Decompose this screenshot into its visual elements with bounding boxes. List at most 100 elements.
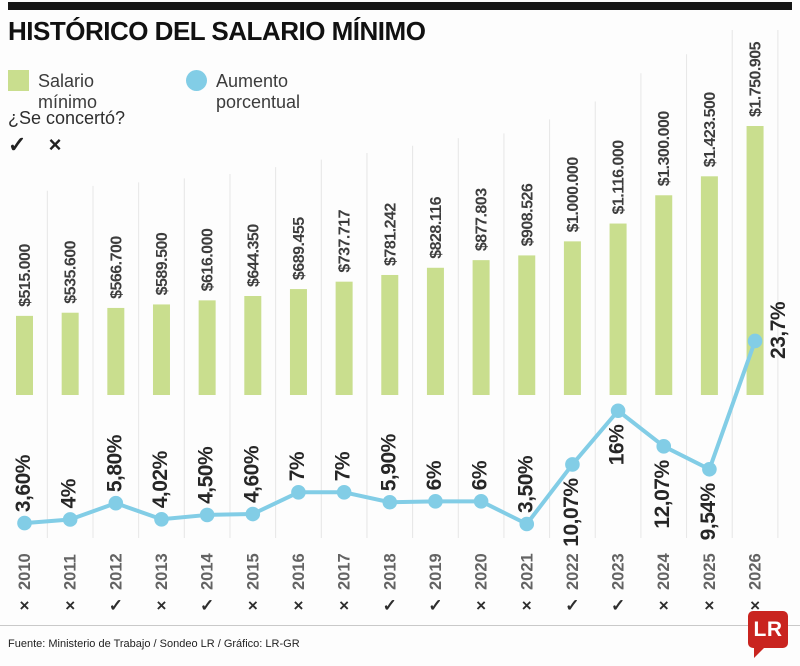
line-point-2026 [747, 333, 763, 349]
line-point-2020 [473, 494, 489, 509]
pct-label-2023: 16% [606, 424, 629, 465]
year-label-2021: 2021 [518, 553, 536, 590]
line-point-2018 [382, 494, 398, 510]
agreed-cross-icon-2021: × [522, 596, 532, 615]
year-label-2022: 2022 [564, 553, 582, 590]
year-label-2023: 2023 [610, 553, 628, 590]
line-point-2013 [154, 511, 169, 527]
pct-label-2021: 3,50% [514, 455, 537, 513]
lr-logo: LR [748, 611, 788, 658]
bar-2011 [61, 312, 79, 395]
pct-label-2011: 4% [58, 478, 81, 508]
year-label-2015: 2015 [244, 553, 262, 590]
pct-label-2020: 6% [469, 460, 492, 490]
bar-value-label-2017: $737.717 [337, 209, 354, 272]
cross-icon: × [48, 132, 62, 157]
year-label-2016: 2016 [290, 553, 308, 590]
agreed-check-icon-2019: ✓ [428, 596, 442, 615]
line-point-2015 [245, 506, 261, 522]
year-label-2024: 2024 [655, 552, 673, 590]
agreed-cross-icon-2015: × [248, 596, 258, 615]
pct-label-2012: 5,80% [103, 434, 126, 492]
bar-value-label-2021: $908.526 [519, 183, 536, 246]
bar-2013 [152, 304, 170, 395]
year-label-2013: 2013 [153, 553, 171, 590]
page-title: HISTÓRICO DEL SALARIO MÍNIMO [8, 16, 426, 46]
pct-label-2026: 23,7% [767, 301, 790, 359]
year-label-2020: 2020 [473, 553, 491, 590]
agreed-cross-icon-2010: × [20, 596, 30, 615]
year-label-2017: 2017 [336, 553, 354, 590]
line-point-2017 [336, 484, 352, 500]
year-label-2025: 2025 [701, 553, 719, 590]
agreed-check-icon-2022: ✓ [565, 596, 579, 615]
bar-2015 [244, 296, 262, 395]
year-label-2026: 2026 [747, 553, 765, 590]
line-point-2024 [656, 439, 672, 454]
pct-label-2016: 7% [286, 451, 309, 481]
bar-value-label-2015: $644.350 [245, 224, 262, 287]
bar-legend-swatch [8, 70, 29, 91]
bar-value-label-2026: $1.750.905 [748, 41, 765, 117]
agreed-check-icon-2012: ✓ [109, 596, 123, 615]
year-label-2011: 2011 [62, 554, 80, 590]
bar-2022 [563, 241, 581, 395]
check-icon: ✓ [8, 132, 27, 157]
line-point-2025 [702, 461, 717, 477]
year-label-2012: 2012 [107, 553, 125, 590]
bar-2020 [472, 260, 490, 395]
concerted-question: ¿Se concertó? [8, 108, 126, 128]
agreed-check-icon-2014: ✓ [200, 596, 214, 615]
source-credit: Fuente: Ministerio de Trabajo / Sondeo L… [8, 638, 300, 650]
bar-2023 [609, 223, 627, 395]
bar-2025 [700, 176, 718, 395]
pct-label-2017: 7% [332, 451, 355, 481]
bar-value-label-2014: $616.000 [200, 228, 217, 291]
agreed-check-icon-2018: ✓ [383, 596, 397, 615]
line-point-2023 [610, 403, 626, 419]
footer-divider [0, 625, 800, 626]
agreed-cross-icon-2017: × [339, 596, 349, 615]
line-point-2011 [62, 512, 78, 527]
pct-label-2010: 3,60% [12, 454, 35, 512]
line-point-2021 [519, 516, 535, 532]
agreed-cross-icon-2011: × [65, 596, 75, 615]
pct-label-2013: 4,02% [149, 450, 172, 508]
pct-label-2025: 9,54% [697, 482, 720, 540]
bar-legend-label: Salario mínimo [38, 71, 98, 112]
pct-label-2015: 4,60% [240, 445, 263, 503]
agreed-cross-icon-2016: × [293, 596, 303, 615]
bar-value-label-2016: $689.455 [291, 217, 308, 280]
concerted-symbols: ✓ × [8, 132, 77, 158]
agreed-cross-icon-2026: × [750, 596, 760, 615]
bar-value-label-2012: $566.700 [108, 236, 125, 299]
bar-2016 [289, 289, 307, 395]
bar-value-label-2025: $1.423.500 [702, 92, 719, 168]
agreed-cross-icon-2013: × [157, 596, 167, 615]
year-label-2018: 2018 [381, 553, 399, 590]
line-point-2022 [565, 457, 580, 472]
year-label-2014: 2014 [199, 552, 217, 590]
line-point-2019 [428, 494, 443, 509]
bar-2018 [381, 274, 399, 395]
pct-label-2018: 5,90% [377, 433, 400, 491]
year-label-2019: 2019 [427, 553, 445, 590]
lr-logo-text: LR [753, 617, 783, 641]
bar-value-label-2024: $1.300.000 [656, 111, 673, 187]
line-legend-label: Aumento porcentual [216, 71, 301, 112]
bar-2014 [198, 300, 216, 395]
bar-value-label-2020: $877.803 [474, 188, 491, 251]
bar-2012 [107, 307, 125, 395]
bar-value-label-2022: $1.000.000 [565, 157, 582, 233]
line-point-2014 [199, 507, 215, 523]
bar-2010 [16, 315, 33, 395]
top-rule [8, 2, 792, 10]
pct-label-2024: 12,07% [651, 460, 674, 529]
agreed-check-icon-2023: ✓ [611, 596, 625, 615]
line-point-2010 [17, 515, 32, 531]
bar-value-label-2013: $589.500 [154, 232, 171, 295]
agreed-cross-icon-2024: × [659, 596, 669, 615]
bar-2017 [335, 281, 353, 395]
